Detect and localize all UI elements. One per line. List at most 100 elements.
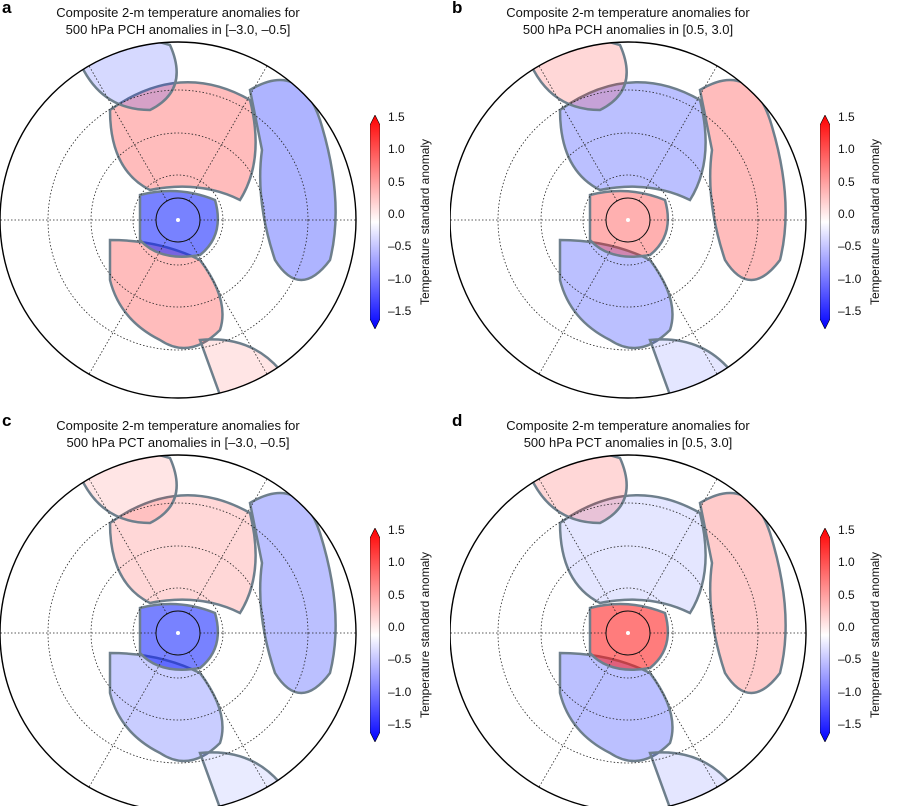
- title-line: Composite 2-m temperature anomalies for: [56, 5, 300, 20]
- latitude-circle: [582, 587, 674, 679]
- colorbar-label: Temperature standard anomaly: [868, 138, 882, 306]
- meridian-line: [88, 651, 168, 788]
- colorbar-tick: 0.0: [388, 619, 405, 634]
- land-group: [73, 455, 337, 806]
- landmass-east-asia: [248, 491, 337, 695]
- colorbar-tick: –1.0: [838, 684, 862, 699]
- map-boundary: [450, 454, 807, 806]
- meridian-line: [638, 651, 718, 788]
- latitude-circle: [540, 545, 716, 721]
- latitude-circle: [132, 174, 224, 266]
- title-line: 500 hPa PCT anomalies in [–3.0, –0.5]: [66, 435, 290, 450]
- landmass-eurasia-north: [558, 80, 707, 202]
- panel-title: Composite 2-m temperature anomalies for 5…: [478, 417, 778, 451]
- colorbar-tick: 1.0: [838, 555, 855, 570]
- polar-map: [0, 41, 357, 399]
- latitude-circle: [582, 174, 674, 266]
- colorbar-tick: 0.0: [838, 619, 855, 634]
- latitude-circle: [90, 545, 266, 721]
- colorbar-tick: 0.5: [388, 174, 405, 189]
- colorbar-tick: –0.5: [838, 652, 862, 667]
- colorbar-tick: –0.5: [838, 239, 862, 254]
- landmass-south-america: [198, 751, 282, 806]
- map-boundary: [450, 41, 807, 399]
- pole-circle: [605, 610, 651, 656]
- title-line: Composite 2-m temperature anomalies for: [506, 418, 750, 433]
- colorbar-tick: 1.5: [838, 110, 855, 124]
- landmass-eurasia-north: [108, 80, 257, 202]
- landmass-east-asia: [248, 78, 337, 282]
- colorbar-tick: –1.0: [388, 271, 412, 286]
- colorbar: [819, 114, 831, 330]
- polar-map: [450, 41, 807, 399]
- landmass-arctic: [138, 602, 220, 671]
- meridian-line: [538, 65, 618, 202]
- north-pole-marker: [626, 218, 630, 222]
- colorbar-tick: 0.5: [388, 587, 405, 602]
- title-line: 500 hPa PCT anomalies in [0.5, 3.0]: [523, 435, 733, 450]
- panel-label: b: [452, 0, 463, 17]
- colorbar: [369, 114, 381, 330]
- colorbar-tick: –0.5: [388, 239, 412, 254]
- meridian-line: [188, 478, 268, 615]
- colorbar-tick: –1.5: [838, 716, 862, 731]
- colorbar-tick: 1.0: [388, 142, 405, 157]
- colorbar-tick: 1.0: [838, 142, 855, 157]
- map-boundary: [0, 454, 357, 806]
- colorbar-tick: 0.0: [388, 206, 405, 221]
- colorbar-tick: –0.5: [388, 652, 412, 667]
- colorbar-tick: 0.5: [838, 587, 855, 602]
- colorbar-tick: 0.5: [838, 174, 855, 189]
- north-pole-marker: [626, 631, 630, 635]
- colorbar-tick: 1.5: [388, 110, 405, 124]
- panel-label: a: [2, 0, 12, 17]
- landmass-east-asia: [698, 78, 787, 282]
- landmass-east-asia: [698, 491, 787, 695]
- map-boundary: [0, 41, 357, 399]
- colorbar-tick: –1.5: [838, 303, 862, 318]
- meridian-line: [188, 651, 268, 788]
- polar-map: [450, 454, 807, 806]
- title-line: Composite 2-m temperature anomalies for: [506, 5, 750, 20]
- latitude-circle: [47, 89, 309, 351]
- meridian-line: [538, 478, 618, 615]
- panel-d: d Composite 2-m temperature anomalies fo…: [450, 411, 900, 806]
- landmass-eurasia-north: [558, 493, 707, 615]
- colorbar-tick: 1.0: [388, 555, 405, 570]
- colorbar-label: Temperature standard anomaly: [418, 138, 432, 306]
- colorbar: [819, 527, 831, 743]
- colorbar-tick: –1.5: [388, 716, 412, 731]
- panel-c: c Composite 2-m temperature anomalies fo…: [0, 411, 450, 806]
- latitude-circle: [90, 132, 266, 308]
- landmass-north-america: [558, 238, 674, 350]
- meridian-line: [638, 238, 718, 375]
- latitude-circle: [497, 502, 759, 764]
- meridian-line: [638, 65, 718, 202]
- land-group: [73, 42, 337, 397]
- land-group: [523, 42, 787, 397]
- title-line: 500 hPa PCH anomalies in [0.5, 3.0]: [522, 22, 734, 37]
- landmass-eurasia-north: [108, 493, 257, 615]
- meridian-line: [88, 478, 168, 615]
- colorbar-tick: 1.5: [838, 523, 855, 537]
- landmass-arctic: [588, 602, 670, 671]
- latitude-circle: [497, 89, 759, 351]
- meridian-line: [538, 651, 618, 788]
- meridian-line: [88, 65, 168, 202]
- meridian-line: [538, 238, 618, 375]
- panel-label: c: [2, 411, 12, 430]
- latitude-circle: [540, 132, 716, 308]
- polar-map: [0, 454, 357, 806]
- meridian-line: [188, 238, 268, 375]
- meridian-line: [88, 238, 168, 375]
- north-pole-marker: [176, 631, 180, 635]
- pole-circle: [155, 197, 201, 243]
- panel-title: Composite 2-m temperature anomalies for 5…: [28, 4, 328, 38]
- colorbar-tick: –1.5: [388, 303, 412, 318]
- panel-title: Composite 2-m temperature anomalies for 5…: [28, 417, 328, 451]
- colorbar-label: Temperature standard anomaly: [418, 551, 432, 719]
- latitude-circle: [132, 587, 224, 679]
- meridian-line: [188, 65, 268, 202]
- colorbar-label: Temperature standard anomaly: [868, 551, 882, 719]
